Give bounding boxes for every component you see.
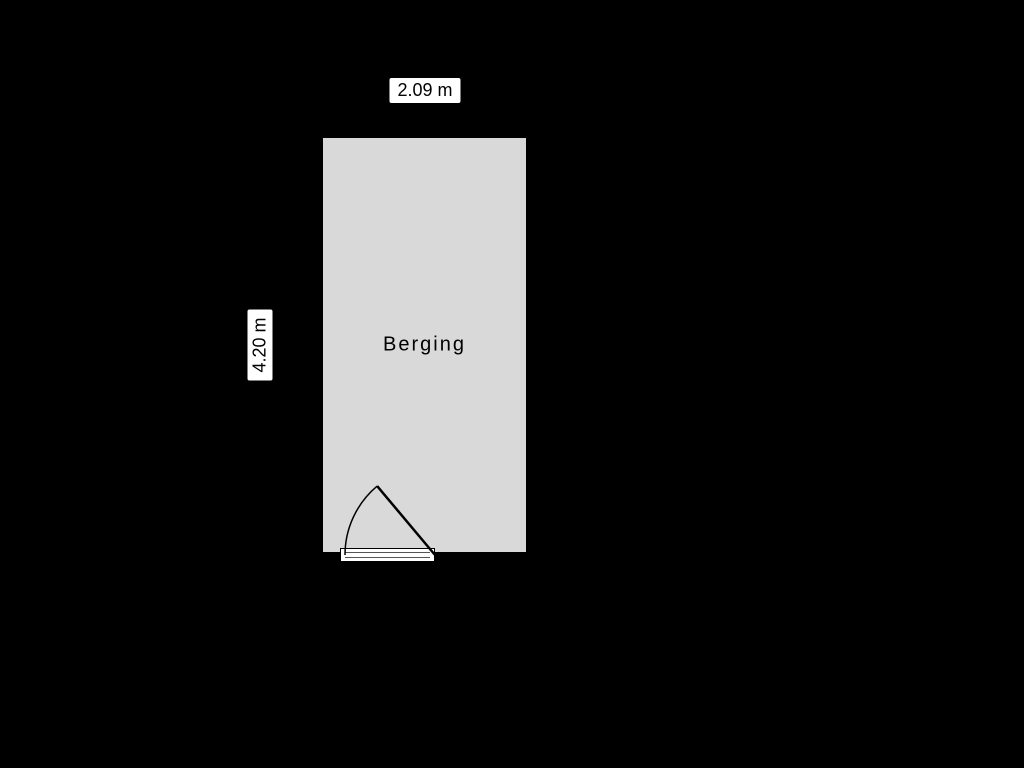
dimension-width-label: 2.09 m [389, 78, 460, 103]
dimension-height-label: 4.20 m [248, 309, 273, 380]
door-swing-icon [345, 465, 525, 645]
room-label: Berging [383, 334, 466, 357]
